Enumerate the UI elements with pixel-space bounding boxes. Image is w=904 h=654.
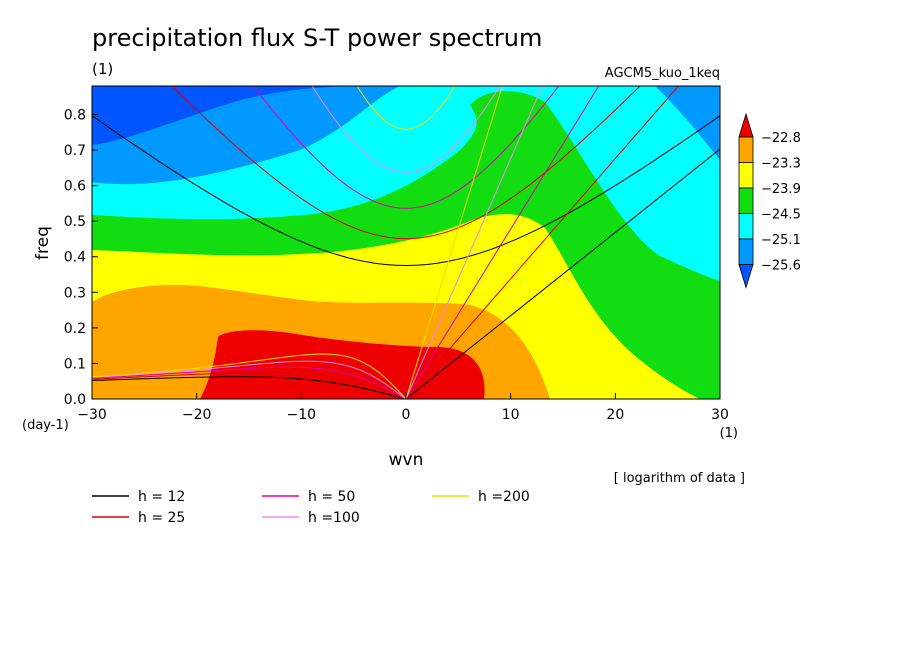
er-curve-0: [92, 376, 407, 399]
x-tick-label-3: 0: [402, 407, 411, 423]
colorbar-label-4: −25.1: [761, 233, 801, 248]
y-tick-label-0: 0.0: [64, 392, 86, 408]
x-tick-label-6: 30: [711, 407, 729, 423]
scale-note: [ logarithm of data ]: [614, 471, 745, 486]
subtitle-left: (1): [92, 60, 113, 78]
colorbar-label-3: −24.5: [761, 208, 801, 223]
y-tick-label-1: 0.1: [64, 356, 86, 372]
legend-label-2: h = 50: [308, 489, 355, 505]
chart-title: precipitation flux S-T power spectrum: [92, 24, 542, 52]
colorbar-swatch-5: [738, 238, 754, 265]
colorbar-label-2: −23.9: [761, 182, 801, 197]
y-axis-ticks: 0.0 0.1 0.2 0.3 0.4 0.5 0.6 0.7 0.8: [64, 107, 98, 408]
y-tick-label-3: 0.3: [64, 285, 86, 301]
colorbar-arrow-top: [738, 112, 754, 138]
legend-label-1: h = 25: [138, 510, 185, 526]
subtitle-right: AGCM5_kuo_1keq: [605, 66, 720, 81]
colorbar-swatch-1: [738, 136, 754, 163]
x-axis-unit: (1): [720, 426, 738, 441]
colorbar-arrow-bottom: [738, 264, 754, 289]
kelvin-curve-4: [405, 86, 503, 399]
x-axis-label: wvn: [389, 450, 424, 470]
er-curve-2: [92, 366, 407, 399]
x-tick-label-0: −30: [77, 407, 107, 423]
kelvin-curve-0: [405, 148, 720, 399]
ig-curve-3: [311, 86, 501, 173]
legend-label-4: h =200: [478, 489, 530, 505]
y-tick-label-7: 0.7: [64, 143, 86, 159]
colorbar: −22.8 −23.3 −23.9 −24.5 −25.1 −25.6: [738, 112, 801, 289]
colorbar-swatch-4: [738, 213, 754, 240]
er-curve-4: [92, 353, 407, 399]
y-tick-label-5: 0.5: [64, 214, 86, 230]
y-axis-label: freq: [33, 226, 53, 260]
ig-curve-1: [171, 86, 641, 240]
y-tick-label-4: 0.4: [64, 250, 86, 266]
er-curve-1: [92, 371, 407, 399]
y-tick-label-6: 0.6: [64, 179, 86, 195]
ig-curve-0: [92, 115, 720, 267]
contour-fill: [92, 86, 720, 399]
colorbar-label-5: −25.6: [761, 259, 801, 274]
er-curve-3: [92, 360, 407, 399]
x-tick-label-1: −20: [182, 407, 212, 423]
curve-legend: h = 12 h = 25 h = 50 h =100 h =200: [92, 489, 530, 526]
kelvin-curve-2: [405, 86, 600, 399]
colorbar-label-0: −22.8: [761, 131, 801, 146]
colorbar-swatch-3: [738, 187, 754, 214]
legend-label-0: h = 12: [138, 489, 185, 505]
dispersion-curves: [92, 86, 720, 399]
ig-curve-4: [356, 86, 456, 130]
kelvin-curve-3: [405, 86, 543, 399]
x-tick-label-4: 10: [502, 407, 520, 423]
x-axis-ticks: −30 −20 −10 0 10 20 30: [77, 393, 729, 423]
colorbar-swatch-2: [738, 162, 754, 189]
legend-label-3: h =100: [308, 510, 360, 526]
ig-curve-2: [252, 86, 560, 209]
y-axis-unit: (day-1): [22, 418, 69, 433]
x-tick-label-2: −10: [287, 407, 317, 423]
colorbar-label-1: −23.3: [761, 157, 801, 172]
y-tick-label-8: 0.8: [64, 107, 86, 123]
x-tick-label-5: 20: [606, 407, 624, 423]
kelvin-curve-1: [405, 86, 680, 399]
contour-band-6: [92, 330, 485, 399]
y-tick-label-2: 0.2: [64, 321, 86, 337]
